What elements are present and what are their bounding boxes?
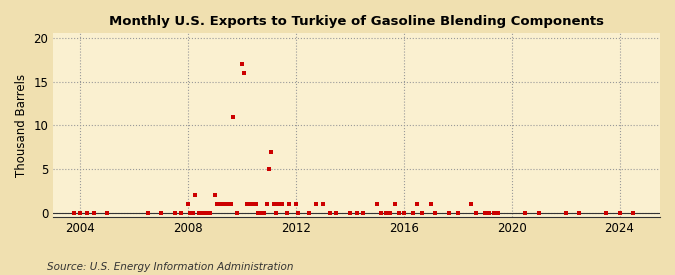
Point <box>358 211 369 215</box>
Point <box>88 211 99 215</box>
Point <box>183 202 194 207</box>
Point <box>394 211 404 215</box>
Point <box>250 202 261 207</box>
Point <box>200 211 211 215</box>
Point <box>351 211 362 215</box>
Point <box>614 211 625 215</box>
Point <box>205 211 216 215</box>
Point <box>412 202 423 207</box>
Point <box>68 211 79 215</box>
Point <box>169 211 180 215</box>
Point <box>241 202 252 207</box>
Point <box>214 202 225 207</box>
Point <box>520 211 531 215</box>
Point <box>290 202 301 207</box>
Point <box>601 211 612 215</box>
Point <box>217 202 227 207</box>
Point <box>574 211 585 215</box>
Point <box>254 211 265 215</box>
Point <box>304 211 315 215</box>
Point <box>452 211 463 215</box>
Point <box>493 211 504 215</box>
Point <box>237 62 248 66</box>
Point <box>187 211 198 215</box>
Point <box>156 211 167 215</box>
Point <box>223 202 234 207</box>
Point <box>310 202 321 207</box>
Point <box>210 193 221 198</box>
Point <box>259 211 270 215</box>
Point <box>219 202 230 207</box>
Point <box>194 211 205 215</box>
Point <box>212 202 223 207</box>
Point <box>225 202 236 207</box>
Point <box>244 202 254 207</box>
Point <box>248 202 259 207</box>
Point <box>82 211 92 215</box>
Point <box>430 211 441 215</box>
Y-axis label: Thousand Barrels: Thousand Barrels <box>15 74 28 177</box>
Point <box>246 202 256 207</box>
Point <box>407 211 418 215</box>
Point <box>273 202 284 207</box>
Point <box>268 202 279 207</box>
Point <box>317 202 328 207</box>
Point <box>261 202 272 207</box>
Point <box>198 211 209 215</box>
Point <box>257 211 268 215</box>
Point <box>324 211 335 215</box>
Point <box>533 211 544 215</box>
Point <box>277 202 288 207</box>
Point <box>264 167 275 171</box>
Point <box>344 211 355 215</box>
Point <box>102 211 113 215</box>
Text: Source: U.S. Energy Information Administration: Source: U.S. Energy Information Administ… <box>47 262 294 272</box>
Point <box>142 211 153 215</box>
Point <box>266 149 277 154</box>
Point <box>560 211 571 215</box>
Point <box>389 202 400 207</box>
Point <box>271 211 281 215</box>
Point <box>484 211 495 215</box>
Point <box>227 114 238 119</box>
Point <box>284 202 294 207</box>
Point <box>466 202 477 207</box>
Point <box>376 211 387 215</box>
Point <box>470 211 481 215</box>
Point <box>221 202 232 207</box>
Point <box>196 211 207 215</box>
Point <box>185 211 196 215</box>
Point <box>239 71 250 75</box>
Point <box>628 211 639 215</box>
Point <box>190 193 200 198</box>
Point <box>293 211 304 215</box>
Point <box>385 211 396 215</box>
Point <box>281 211 292 215</box>
Point <box>479 211 490 215</box>
Point <box>203 211 214 215</box>
Point <box>425 202 436 207</box>
Point <box>416 211 427 215</box>
Point <box>398 211 409 215</box>
Point <box>443 211 454 215</box>
Point <box>488 211 499 215</box>
Point <box>75 211 86 215</box>
Point <box>252 211 263 215</box>
Point <box>371 202 382 207</box>
Point <box>381 211 392 215</box>
Point <box>232 211 243 215</box>
Point <box>331 211 342 215</box>
Title: Monthly U.S. Exports to Turkiye of Gasoline Blending Components: Monthly U.S. Exports to Turkiye of Gasol… <box>109 15 604 28</box>
Point <box>176 211 187 215</box>
